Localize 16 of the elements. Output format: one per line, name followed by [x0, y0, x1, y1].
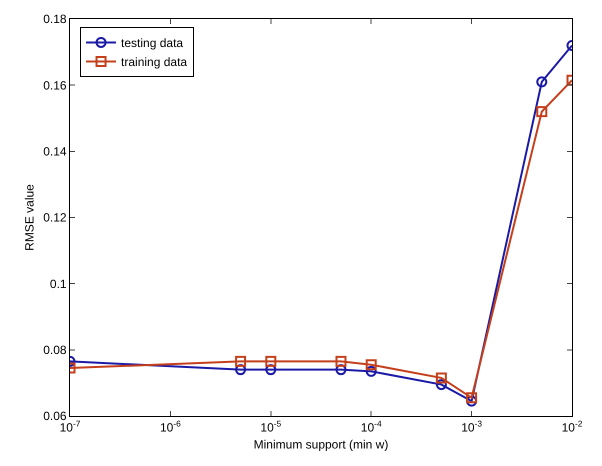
x-tick-label: 10$^{-6}$ — [160, 418, 182, 434]
x-tick-label: 10$^{-5}$ — [260, 418, 282, 434]
legend-label: training data — [121, 55, 188, 70]
x-tick-label: 10$^{-2}$ — [562, 418, 583, 434]
y-tick-label: 0.18 — [43, 12, 67, 26]
y-tick-label: 0.14 — [43, 144, 67, 159]
x-tick-label: 10$^{-3}$ — [461, 418, 482, 434]
y-axis-title: RMSE value — [22, 184, 37, 251]
y-tick-label: 0.06 — [43, 409, 67, 424]
y-tick-label: 0.12 — [43, 210, 67, 225]
y-tick-label: 0.16 — [43, 78, 67, 92]
x-tick-label: 10$^{-4}$ — [360, 418, 382, 434]
y-tick-label: 0.08 — [43, 343, 67, 358]
y-tick-label: 0.1 — [50, 276, 67, 291]
x-axis-title: Minimum support (min w) — [254, 437, 388, 452]
legend-label: testing data — [121, 36, 184, 50]
